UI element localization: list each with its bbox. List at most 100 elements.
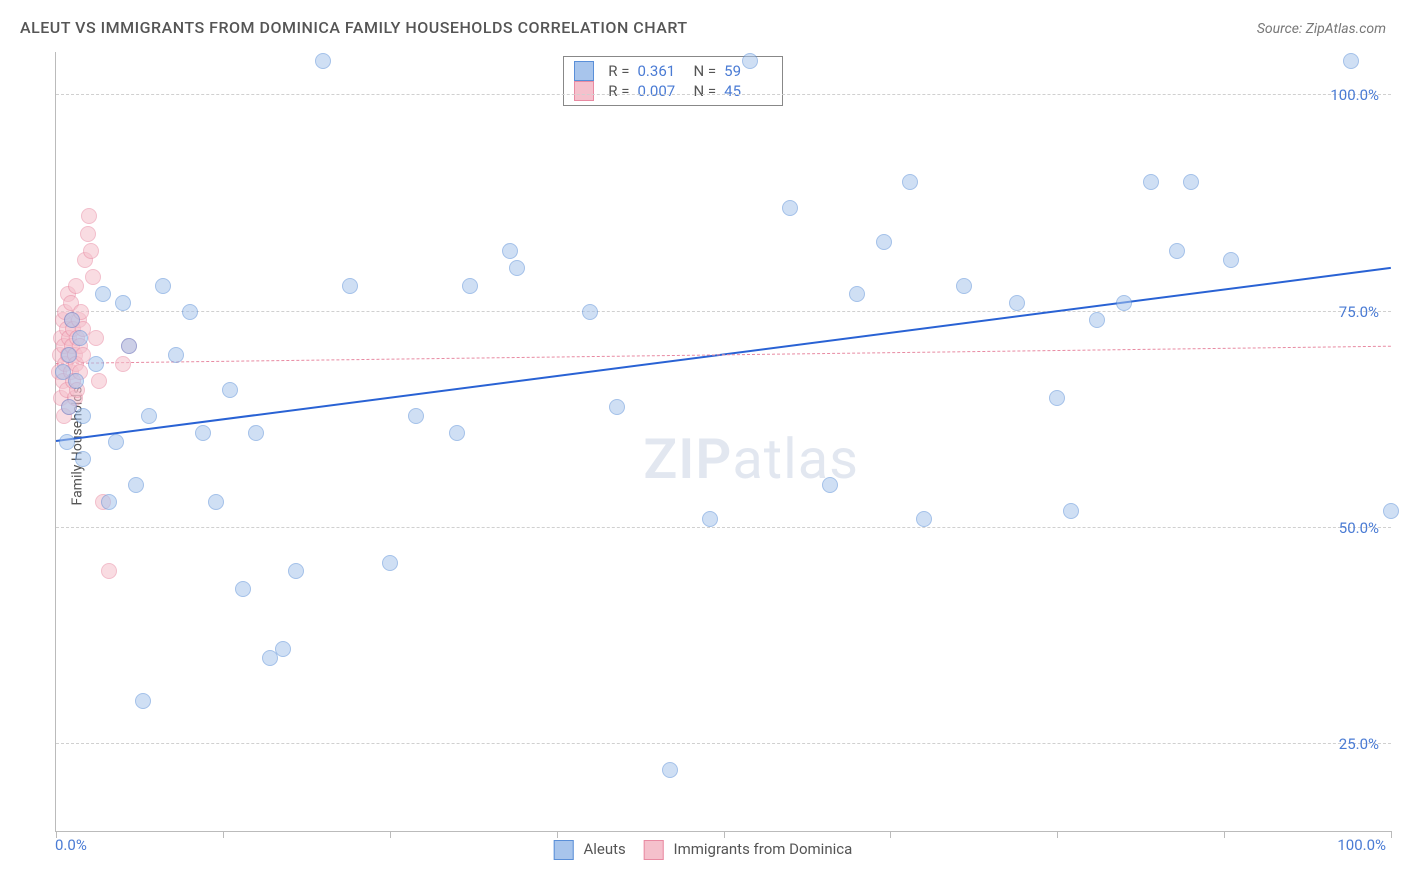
data-point: [81, 208, 97, 224]
r-label: R =: [608, 82, 629, 100]
data-point: [849, 286, 865, 302]
data-point: [83, 243, 99, 259]
x-tick-mark: [390, 831, 391, 838]
chart-plot-area: ZIPatlas R = 0.361 N = 59 R = 0.007 N = …: [55, 52, 1391, 832]
y-tick-label: 50.0%: [1339, 519, 1379, 537]
x-tick-mark: [890, 831, 891, 838]
series-legend: Aleuts Immigrants from Dominica: [554, 840, 853, 860]
data-point: [742, 53, 758, 69]
legend-row-2: R = 0.007 N = 45: [574, 81, 772, 101]
data-point: [61, 347, 77, 363]
data-point: [195, 425, 211, 441]
data-point: [702, 511, 718, 527]
n-label: N =: [694, 82, 717, 100]
data-point: [1049, 390, 1065, 406]
x-tick-mark: [1057, 831, 1058, 838]
r-label: R =: [608, 62, 629, 80]
data-point: [1089, 312, 1105, 328]
data-point: [72, 330, 88, 346]
data-point: [141, 408, 157, 424]
data-point: [1116, 295, 1132, 311]
y-tick-label: 100.0%: [1330, 86, 1379, 104]
legend-swatch-aleuts: [574, 61, 594, 81]
y-tick-label: 25.0%: [1339, 735, 1379, 753]
data-point: [88, 356, 104, 372]
legend-item-dominica: Immigrants from Dominica: [644, 840, 853, 860]
x-tick-mark: [1224, 831, 1225, 838]
data-point: [128, 477, 144, 493]
n-label: N =: [694, 62, 717, 80]
data-point: [1143, 174, 1159, 190]
watermark-bold: ZIP: [643, 426, 732, 492]
data-point: [68, 373, 84, 389]
x-tick-min: 0.0%: [55, 836, 87, 854]
trend-line: [56, 345, 1391, 363]
data-point: [662, 762, 678, 778]
gridline: [56, 94, 1391, 95]
legend-item-aleuts: Aleuts: [554, 840, 626, 860]
data-point: [235, 581, 251, 597]
data-point: [91, 373, 107, 389]
data-point: [876, 234, 892, 250]
chart-title: ALEUT VS IMMIGRANTS FROM DOMINICA FAMILY…: [20, 18, 688, 37]
data-point: [85, 269, 101, 285]
data-point: [408, 408, 424, 424]
data-point: [275, 641, 291, 657]
data-point: [782, 200, 798, 216]
legend-swatch-dominica-icon: [644, 840, 664, 860]
data-point: [64, 312, 80, 328]
data-point: [382, 555, 398, 571]
data-point: [315, 53, 331, 69]
data-point: [121, 338, 137, 354]
y-tick-label: 75.0%: [1339, 303, 1379, 321]
data-point: [59, 434, 75, 450]
data-point: [509, 260, 525, 276]
x-tick-mark: [724, 831, 725, 838]
data-point: [1223, 252, 1239, 268]
data-point: [502, 243, 518, 259]
data-point: [1383, 503, 1399, 519]
gridline: [56, 743, 1391, 744]
data-point: [1063, 503, 1079, 519]
data-point: [75, 451, 91, 467]
x-tick-max: 100.0%: [1337, 836, 1386, 854]
data-point: [582, 304, 598, 320]
gridline: [56, 311, 1391, 312]
data-point: [449, 425, 465, 441]
data-point: [68, 278, 84, 294]
header: ALEUT VS IMMIGRANTS FROM DOMINICA FAMILY…: [20, 18, 1386, 37]
data-point: [168, 347, 184, 363]
data-point: [101, 494, 117, 510]
data-point: [609, 399, 625, 415]
data-point: [75, 408, 91, 424]
chart-source: Source: ZipAtlas.com: [1257, 21, 1386, 37]
data-point: [1169, 243, 1185, 259]
data-point: [115, 356, 131, 372]
data-point: [1009, 295, 1025, 311]
data-point: [108, 434, 124, 450]
data-point: [956, 278, 972, 294]
x-tick-mark: [1391, 831, 1392, 838]
data-point: [135, 693, 151, 709]
data-point: [182, 304, 198, 320]
data-point: [902, 174, 918, 190]
legend-label-aleuts: Aleuts: [583, 840, 625, 858]
data-point: [342, 278, 358, 294]
data-point: [101, 563, 117, 579]
legend-label-dominica: Immigrants from Dominica: [673, 840, 852, 858]
data-point: [222, 382, 238, 398]
data-point: [80, 226, 96, 242]
x-tick-mark: [223, 831, 224, 838]
legend-swatch-aleuts-icon: [554, 840, 574, 860]
r-value-aleuts: 0.361: [638, 62, 686, 80]
r-value-dominica: 0.007: [638, 82, 686, 100]
data-point: [155, 278, 171, 294]
data-point: [462, 278, 478, 294]
data-point: [1183, 174, 1199, 190]
gridline: [56, 527, 1391, 528]
data-point: [248, 425, 264, 441]
data-point: [822, 477, 838, 493]
data-point: [88, 330, 104, 346]
n-value-dominica: 45: [724, 82, 772, 100]
data-point: [1343, 53, 1359, 69]
